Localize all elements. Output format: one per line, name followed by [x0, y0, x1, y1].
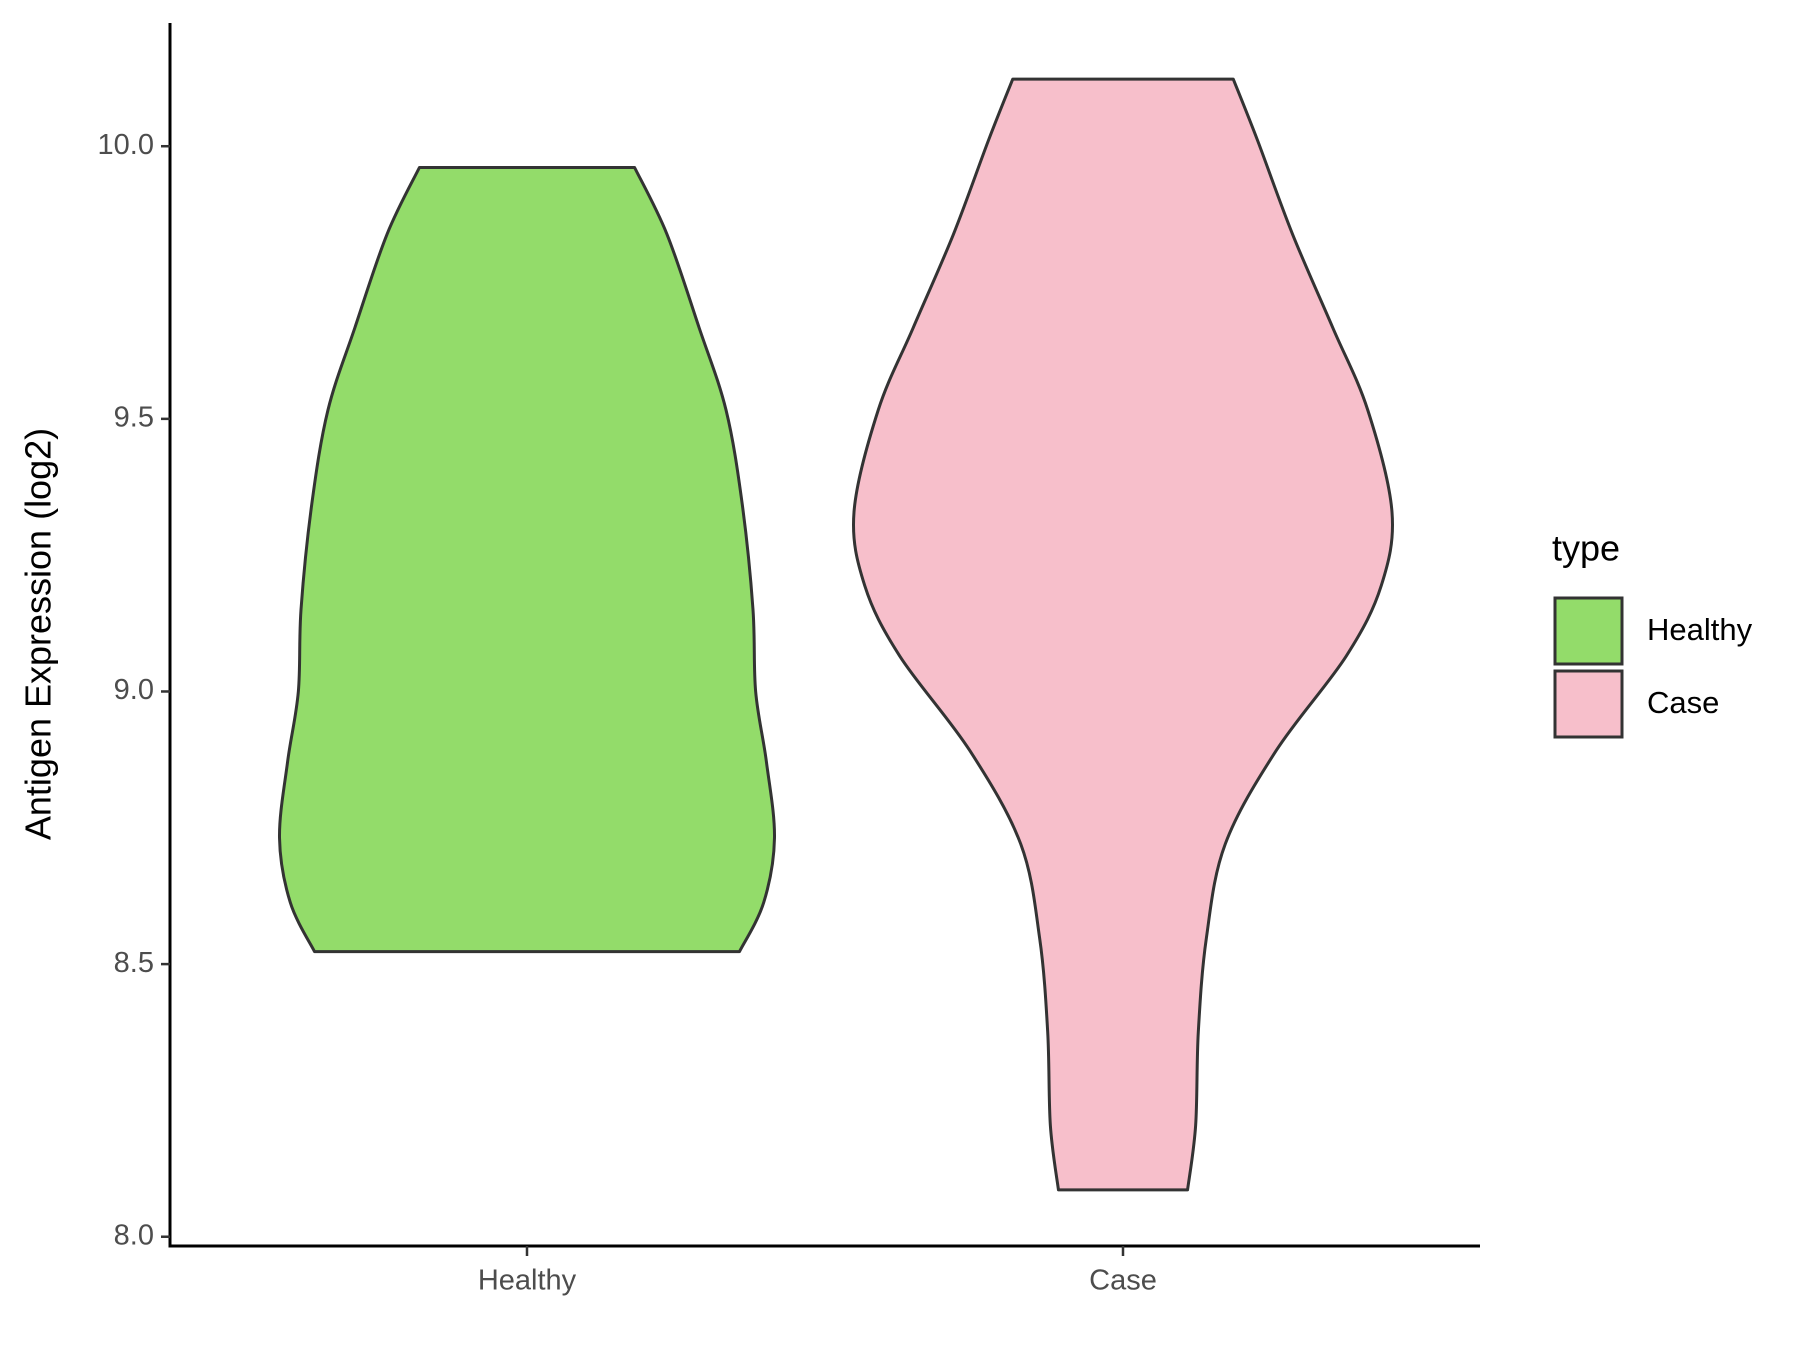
legend-label: Case: [1647, 685, 1719, 720]
x-tick-label: Healthy: [478, 1265, 577, 1297]
violin: [278, 165, 776, 954]
legend-label: Healthy: [1647, 612, 1753, 647]
legend-key: [1553, 669, 1624, 739]
y-tick-label: 8.5: [114, 947, 154, 979]
x-tick-label: Case: [1089, 1265, 1157, 1297]
y-tick-label: 9.0: [114, 674, 154, 706]
violin: [852, 77, 1394, 1192]
y-tick-label: 10.0: [98, 129, 154, 161]
y-tick-label: 9.5: [114, 402, 154, 434]
legend-key: [1553, 596, 1624, 666]
legend-title: type: [1552, 528, 1620, 569]
y-axis-title: Antigen Expression (log2): [18, 428, 59, 840]
y-tick-label: 8.0: [114, 1219, 154, 1251]
